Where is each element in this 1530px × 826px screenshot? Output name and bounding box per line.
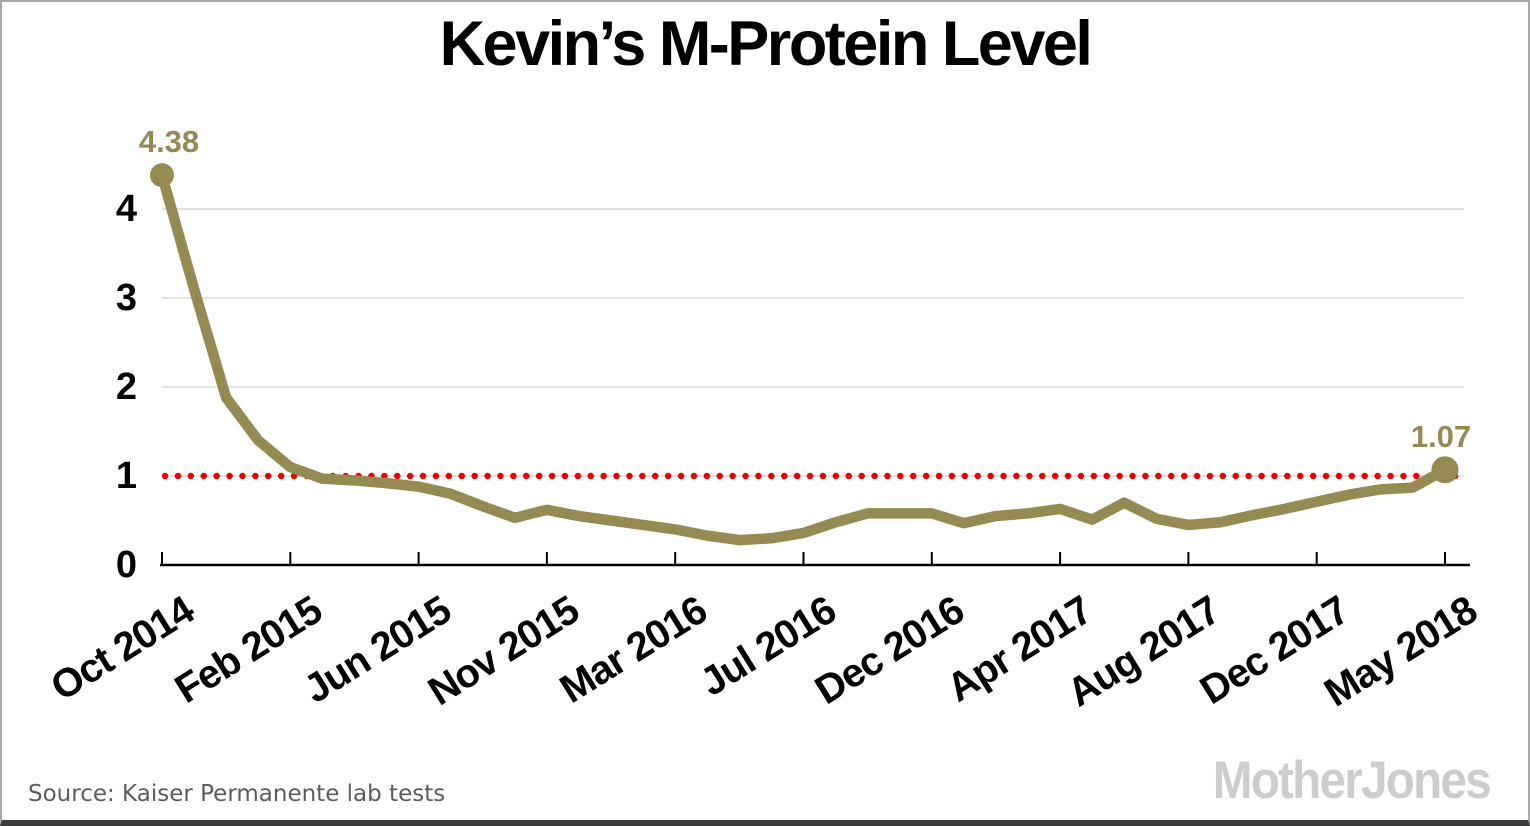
y-axis-tick-label: 0 [115, 544, 137, 586]
mother-jones-logo: MotherJones [1212, 751, 1492, 810]
y-axis-tick-label: 4 [115, 188, 137, 230]
data-point-value-label: 4.38 [138, 124, 200, 160]
y-axis-tick-label: 2 [115, 366, 137, 408]
chart-title: Kevin’s M-Protein Level [439, 9, 1093, 79]
data-point-marker [150, 163, 174, 188]
source-credit: Source: Kaiser Permanente lab tests [28, 781, 446, 807]
data-line [156, 169, 1451, 546]
y-axis-tick-label: 3 [115, 277, 137, 319]
data-point-value-label: 1.07 [1410, 418, 1472, 454]
y-axis-tick-label: 1 [115, 455, 137, 497]
data-point-marker [1431, 456, 1459, 484]
